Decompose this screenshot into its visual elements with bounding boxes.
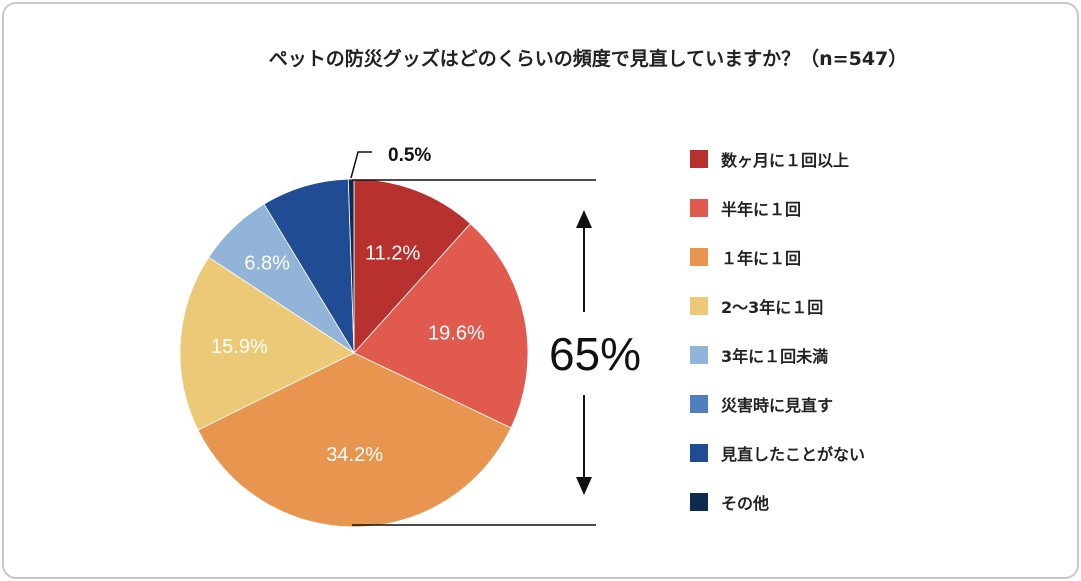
legend-label: 数ヶ月に１回以上 <box>721 151 850 170</box>
small-slice-leader-line <box>350 151 372 179</box>
legend-label: その他 <box>721 494 770 513</box>
slice-label-other: 0.5% <box>388 145 431 166</box>
legend-item: １年に１回 <box>690 245 865 269</box>
bracket-arrow-down-head <box>576 477 592 495</box>
slice-label: 19.6% <box>428 323 485 345</box>
legend-swatch <box>690 150 708 168</box>
slice-label: 6.8% <box>244 253 290 275</box>
slice-label: 11.2% <box>365 242 420 264</box>
legend-item: 災害時に見直す <box>690 392 865 416</box>
pie-slices <box>179 178 529 528</box>
pie-slice <box>197 352 512 528</box>
chart-title: ペットの防災グッズはどのくらいの頻度で見直していますか？（n=547） <box>268 48 908 70</box>
slice-labels: 11.2% 19.6% 34.2% 15.9% 6.8% <box>211 242 485 466</box>
pie-slice <box>353 178 471 355</box>
legend-item: 数ヶ月に１回以上 <box>690 147 865 171</box>
legend-item: 見直したことがない <box>690 441 865 465</box>
legend-item: 3年に１回未満 <box>690 343 865 367</box>
legend-swatch <box>690 444 708 462</box>
legend-label: 3年に１回未満 <box>721 347 829 366</box>
legend-swatch <box>690 493 708 511</box>
legend-label: 2〜3年に１回 <box>721 298 824 317</box>
legend-label: 災害時に見直す <box>721 396 834 415</box>
legend-swatch <box>690 297 708 315</box>
pie-slice <box>347 178 355 354</box>
bracket-arrow-up-head <box>576 210 592 228</box>
legend-item: 2〜3年に１回 <box>690 294 865 318</box>
chart-legend: 数ヶ月に１回以上 半年に１回 １年に１回 2〜3年に１回 3年に１回未満 災害時に見直す見… <box>690 147 865 539</box>
legend-label: 半年に１回 <box>721 200 802 219</box>
pie-slice <box>263 178 355 355</box>
legend-swatch <box>690 346 708 364</box>
legend-label: 見直したことがない <box>721 445 866 464</box>
legend-swatch <box>690 199 708 217</box>
slice-label: 34.2% <box>326 444 383 466</box>
legend-label: １年に１回 <box>721 249 802 268</box>
pie-slice <box>179 256 355 431</box>
legend-swatch <box>690 248 708 266</box>
pie-slice <box>353 223 529 429</box>
legend-swatch <box>690 395 708 413</box>
legend-item: その他 <box>690 490 865 514</box>
bracket-percentage-label: 65% <box>549 328 641 380</box>
legend-item: 半年に１回 <box>690 196 865 220</box>
slice-label: 15.9% <box>211 336 268 358</box>
